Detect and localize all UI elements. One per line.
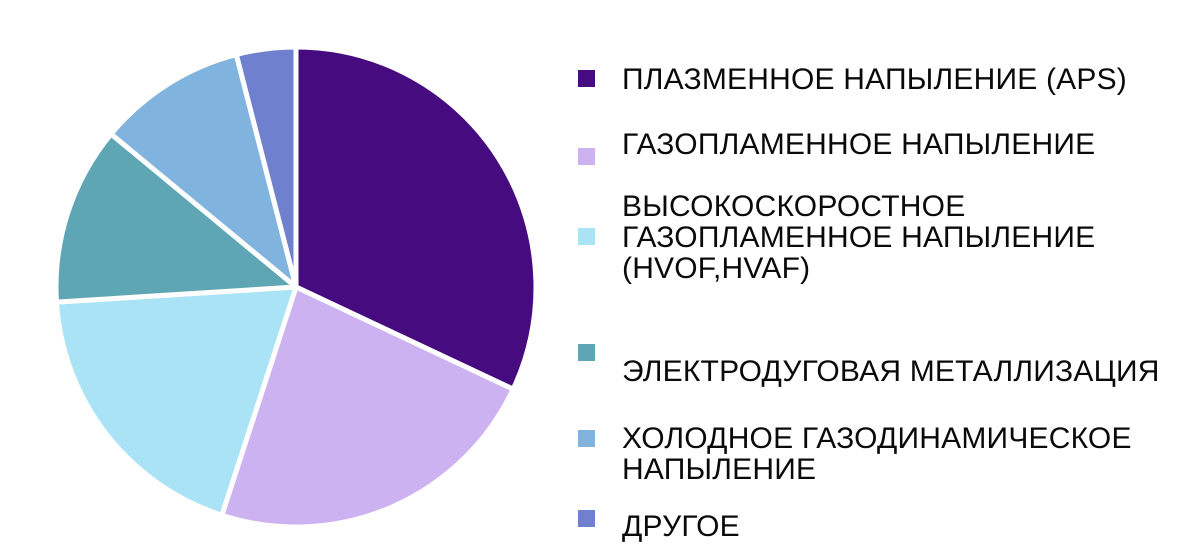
legend-label-hvof-hvaf: ВЫСОКОСКОРОСТНОЕ ГАЗОПЛАМЕННОЕ НАПЫЛЕНИЕ… xyxy=(622,190,1096,285)
legend-swatch-cold-spray xyxy=(578,430,595,447)
legend-swatch-other xyxy=(578,510,595,527)
legend-label-flame-spraying: ГАЗОПЛАМЕННОЕ НАПЫЛЕНИЕ xyxy=(622,128,1096,161)
legend-swatch-arc-metallization xyxy=(578,344,595,361)
legend-label-other: ДРУГОЕ xyxy=(622,510,740,543)
pie-slice-4 xyxy=(53,131,299,305)
legend-label-arc-metallization: ЭЛЕКТРОДУГОВАЯ МЕТАЛЛИЗАЦИЯ xyxy=(622,355,1160,388)
pie-chart xyxy=(53,44,539,530)
pie-slice-6 xyxy=(233,44,299,290)
legend-label-aps: ПЛАЗМЕННОЕ НАПЫЛЕНИЕ (APS) xyxy=(622,63,1127,96)
legend-swatch-flame-spraying xyxy=(578,148,595,165)
pie-slice-2 xyxy=(219,284,516,530)
pie-slice-1 xyxy=(293,44,539,392)
pie-slice-3 xyxy=(53,284,299,518)
legend-label-cold-spray: ХОЛОДНОЕ ГАЗОДИНАМИЧЕСКОЕ НАПЫЛЕНИЕ xyxy=(622,422,1132,486)
legend-swatch-hvof-hvaf xyxy=(578,228,595,245)
legend-swatch-aps xyxy=(578,70,595,87)
